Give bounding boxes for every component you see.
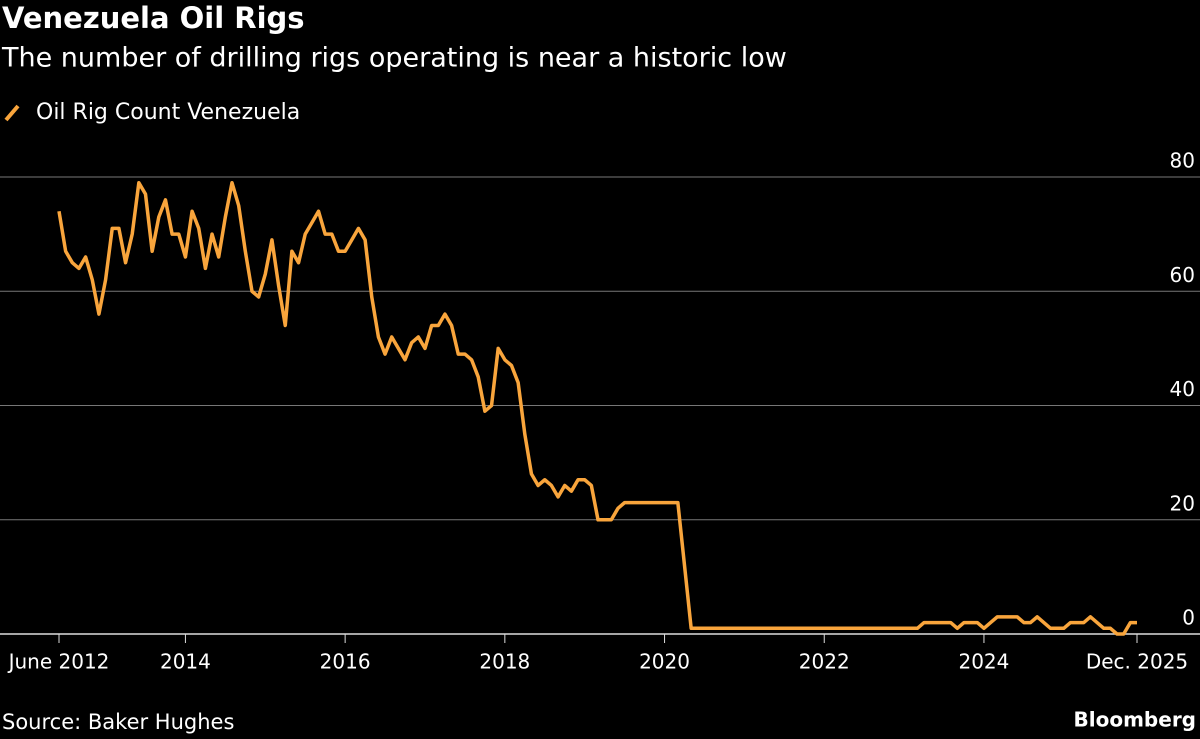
source: Source: Baker Hughes — [2, 710, 234, 734]
y-tick-label: 0 — [1182, 606, 1195, 630]
credit: Bloomberg — [1074, 708, 1196, 732]
chart-subtitle: The number of drilling rigs operating is… — [1, 43, 787, 74]
y-tick-label: 40 — [1170, 377, 1195, 401]
x-tick-label: 2016 — [320, 650, 371, 674]
legend-icon — [4, 104, 20, 122]
x-tick-label: 2018 — [479, 650, 530, 674]
x-tick-label: Dec. 2025 — [1086, 650, 1188, 674]
x-tick-label: 2014 — [160, 650, 211, 674]
x-tick-label: 2020 — [639, 650, 690, 674]
x-tick-label: 2024 — [958, 650, 1009, 674]
x-tick-label: 2022 — [799, 650, 850, 674]
y-tick-label: 80 — [1170, 149, 1195, 173]
chart-title: Venezuela Oil Rigs — [2, 1, 305, 35]
y-tick-label: 60 — [1170, 263, 1195, 287]
data-line — [57, 180, 1137, 636]
y-tick-label: 20 — [1170, 491, 1195, 515]
legend-label: Oil Rig Count Venezuela — [36, 100, 300, 125]
x-tick-label: June 2012 — [7, 650, 110, 674]
